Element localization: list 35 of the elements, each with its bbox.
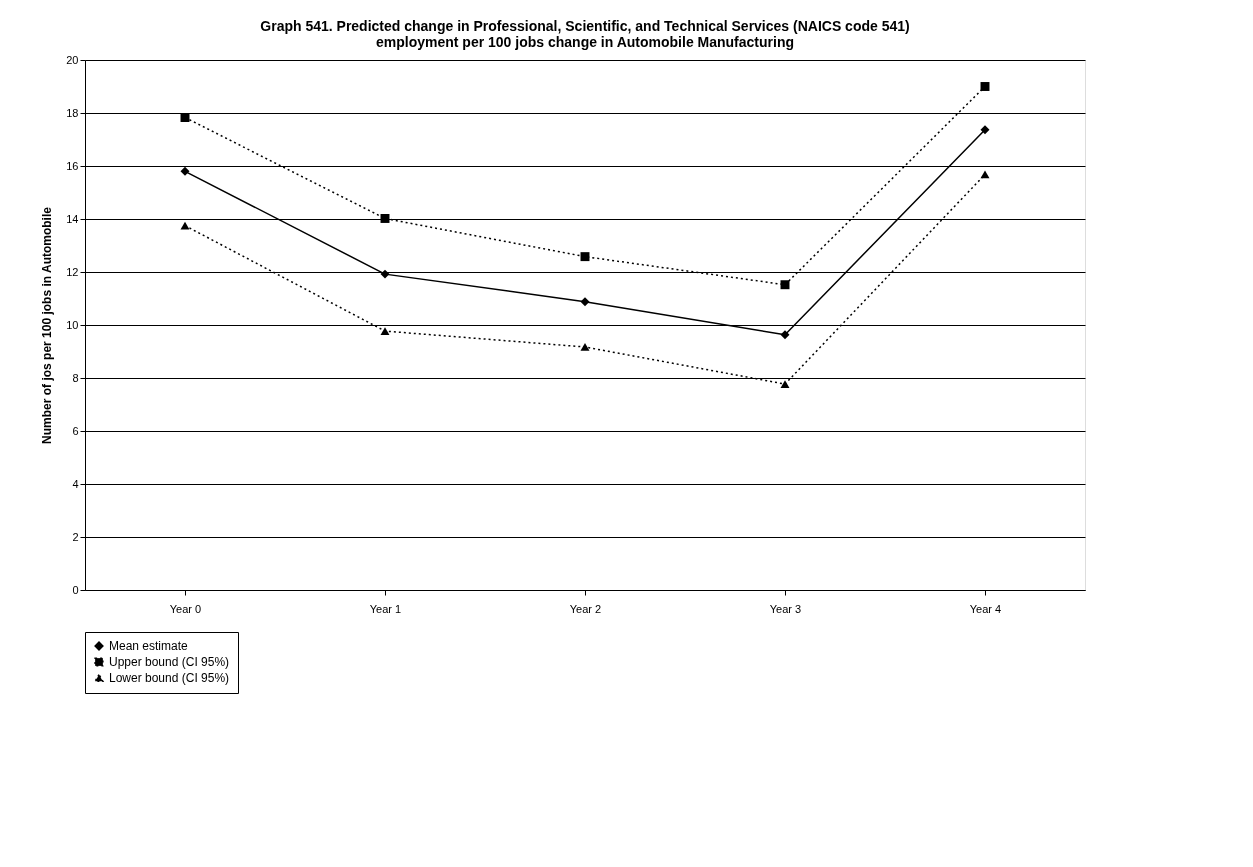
y-tick-label: 8 [72,371,79,384]
point [180,113,190,122]
x-tick-label: Year 4 [969,602,1002,615]
y-tick-label: 2 [72,530,79,543]
point [580,297,590,307]
point [380,214,390,223]
point [180,166,190,176]
point [780,280,790,290]
point [380,327,390,335]
y-tick-label: 20 [66,53,79,66]
x-tick-label: Year 0 [169,602,202,615]
chart-title: Graph 541. Predicted change in Professional, Scientific, and Technical Services (NAICS code 541) employment per 100 jobs change in Automobile Manufacturing [260,18,910,50]
x-tick-label: Year 1 [369,602,402,615]
x-tick-label: Year 3 [769,602,802,615]
y-tick-label: 18 [66,106,79,119]
y-tick-label: 12 [66,265,79,278]
y-tick-label: 6 [72,424,79,437]
point [580,252,590,262]
legend-label: Lower bound (CI 95%) [109,671,230,685]
point [980,82,990,91]
point [780,330,790,340]
x-tick-label: Year 2 [569,602,602,615]
legend-label: Mean estimate [109,639,189,653]
y-tick-label: 4 [72,477,79,490]
point [380,269,390,279]
y-tick-label: 16 [66,159,79,172]
point [980,170,990,179]
point [780,380,790,388]
y-tick-label: 10 [66,318,79,331]
point [580,343,590,351]
point [980,125,990,135]
y-axis-title: Number of jos per 100 jobs in Automobile [40,206,55,444]
legend-label: Upper bound (CI 95%) [109,655,230,669]
y-tick-label: 14 [66,212,79,225]
y-tick-label: 0 [72,583,79,596]
